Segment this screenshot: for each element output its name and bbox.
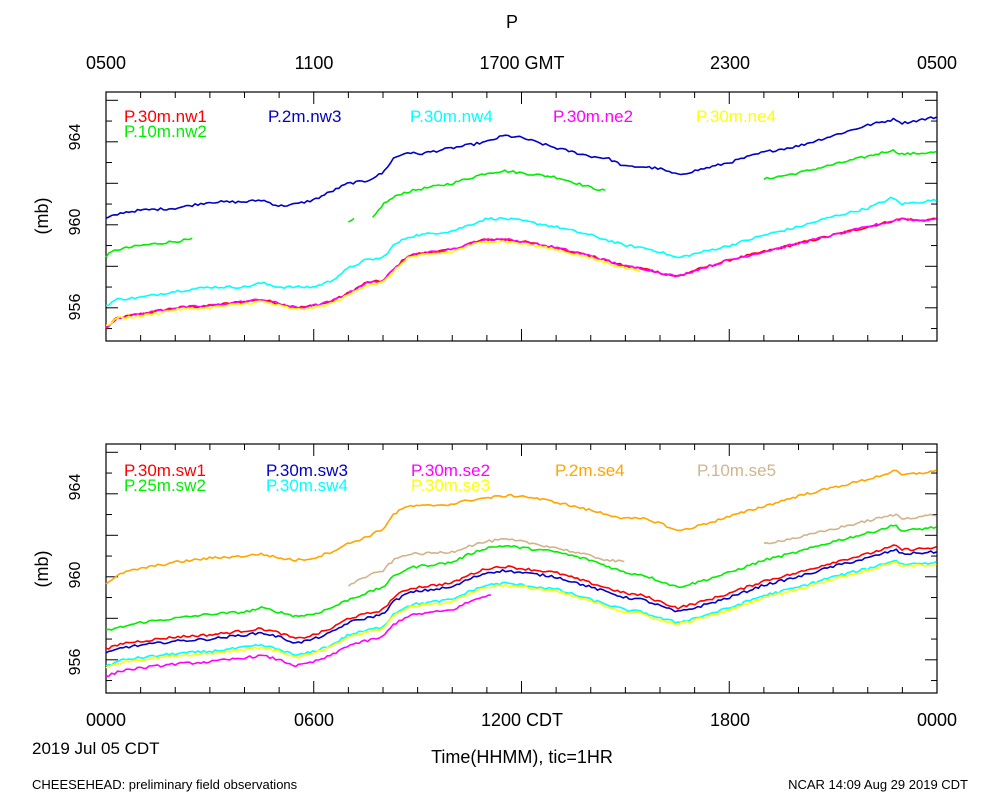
legend-entry: P.30m.se2 — [411, 461, 490, 480]
legend-entry: P.30m.nw4 — [410, 107, 493, 126]
bottom-panel-ylabel: (mb) — [32, 551, 52, 588]
series-line-P-10m-nw2 — [372, 169, 606, 218]
bottom-panel-ytick-labels: 956 960 964 — [67, 474, 84, 676]
legend-entry: P.25m.sw2 — [124, 476, 206, 495]
series-line-P-30m-sw1 — [105, 544, 937, 650]
top-panel-ylabel: (mb) — [32, 198, 52, 235]
bottom-panel-legend: P.30m.sw1 P.25m.sw2 P.30m.sw3 P.30m.sw4 … — [124, 461, 776, 495]
ytick-label: 964 — [67, 474, 84, 501]
series-line-P-30m-sw3 — [105, 548, 937, 654]
top-tick-label: 0500 — [86, 53, 126, 73]
series-line-P-10m-nw2 — [348, 217, 355, 223]
ytick-label: 960 — [67, 209, 84, 236]
top-tick-label: 2300 — [710, 53, 750, 73]
legend-entry: P.10m.se5 — [697, 461, 776, 480]
top-tick-label: 0500 — [917, 53, 957, 73]
legend-entry: P.2m.se4 — [555, 461, 625, 480]
ytick-label: 956 — [67, 649, 84, 676]
top-tick-label: 1100 — [295, 53, 334, 73]
top-axis-labels: 0500 1100 1700 GMT 2300 0500 — [86, 53, 957, 73]
series-line-P-30m-se3 — [105, 560, 937, 669]
legend-entry: P.30m.nw1 — [124, 107, 207, 126]
ytick-label: 964 — [67, 124, 84, 151]
footer-right-note: NCAR 14:09 Aug 29 2019 CDT — [788, 777, 968, 792]
legend-entry: P.30m.ne4 — [696, 107, 776, 126]
legend-entry: P.30m.sw1 — [124, 461, 206, 480]
footer-left-note: CHEESEHEAD: preliminary field observatio… — [32, 777, 298, 792]
legend-entry: P.10m.nw2 — [124, 122, 207, 141]
series-line-P-30m-se2 — [105, 594, 492, 678]
legend-entry: P.30m.sw4 — [266, 476, 348, 495]
top-tick-label: 1700 GMT — [479, 53, 564, 73]
top-panel-series — [105, 116, 937, 329]
legend-entry: P.2m.nw3 — [268, 107, 341, 126]
legend-entry: P.30m.ne2 — [553, 107, 633, 126]
series-line-P-30m-nw4 — [105, 196, 937, 307]
bottom-tick-label: 0000 — [86, 710, 126, 730]
bottom-panel-ticks — [105, 444, 938, 693]
series-line-P-10m-se5 — [763, 513, 937, 545]
x-axis-label: Time(HHMM), tic=1HR — [431, 747, 613, 767]
top-panel-ytick-labels: 956 960 964 — [67, 124, 84, 321]
series-line-P-10m-nw2 — [763, 149, 937, 181]
series-line-P-30m-ne4 — [105, 240, 641, 327]
date-label: 2019 Jul 05 CDT — [32, 739, 160, 758]
series-line-P-10m-se5 — [347, 538, 625, 587]
series-line-P-25m-sw2 — [105, 524, 937, 631]
ytick-label: 960 — [67, 562, 84, 589]
top-panel-legend: P.30m.nw1 P.10m.nw2 P.2m.nw3 P.30m.nw4 P… — [124, 107, 776, 141]
legend-entry: P.30m.sw3 — [266, 461, 348, 480]
legend-entry: P.30m.se3 — [411, 476, 490, 495]
series-line-P-2m-nw3 — [105, 116, 937, 219]
bottom-tick-label: 1800 — [710, 710, 750, 730]
ytick-label: 956 — [67, 294, 84, 321]
series-line-P-30m-ne2 — [105, 217, 937, 329]
bottom-panel-series — [105, 469, 937, 678]
series-line-P-30m-sw4 — [105, 559, 937, 667]
series-line-P-10m-nw2 — [105, 237, 193, 258]
series-line-P-2m-se4 — [105, 469, 937, 585]
chart-title: P — [506, 12, 518, 32]
series-line-P-30m-nw1 — [105, 217, 937, 329]
top-panel: 956 960 964 (mb) P.30m.nw1 P.10m.nw2 P.2… — [32, 91, 938, 342]
top-panel-ticks — [105, 92, 938, 341]
bottom-panel: 956 960 964 (mb) P.30m.sw1 P.25m.sw2 P.3… — [32, 443, 938, 694]
bottom-axis-labels: 0000 0600 1200 CDT 1800 0000 — [86, 710, 957, 730]
bottom-tick-label: 0000 — [917, 710, 957, 730]
bottom-tick-label: 0600 — [294, 710, 334, 730]
bottom-tick-label: 1200 CDT — [481, 710, 563, 730]
